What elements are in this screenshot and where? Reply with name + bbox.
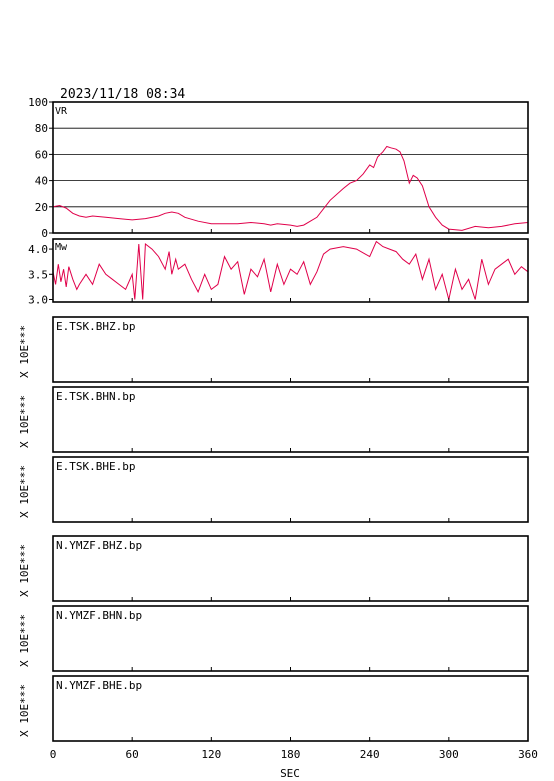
station-label: N.YMZF.BHE.bp bbox=[56, 679, 142, 692]
station-label: N.YMZF.BHZ.bp bbox=[56, 539, 142, 552]
vr-y-tick-label: 60 bbox=[35, 148, 48, 161]
x-tick-label: 120 bbox=[201, 748, 221, 761]
station-label: E.TSK.BHE.bp bbox=[56, 460, 135, 473]
wave-panel-3: E.TSK.BHE.bp X 10E*** bbox=[18, 456, 529, 523]
x-tick-label: 180 bbox=[281, 748, 301, 761]
wave-panel-1: E.TSK.BHZ.bp X 10E*** bbox=[18, 316, 529, 383]
scale-label: X 10E*** bbox=[18, 544, 31, 597]
mw-series-line bbox=[52, 240, 529, 300]
mw-y-tick-label: 3.5 bbox=[28, 268, 48, 281]
vr-y-tick-label: 0 bbox=[41, 227, 48, 240]
vr-title: VR bbox=[55, 106, 68, 117]
scale-label: X 10E*** bbox=[18, 614, 31, 667]
vr-frame bbox=[52, 101, 529, 234]
wave-panel-4: N.YMZF.BHZ.bp X 10E*** bbox=[18, 535, 529, 602]
x-axis-label: SEC bbox=[280, 767, 300, 780]
scale-label: X 10E*** bbox=[18, 325, 31, 378]
wave-panel-6: N.YMZF.BHE.bp X 10E*** bbox=[18, 675, 529, 742]
vr-series-line bbox=[52, 145, 529, 231]
x-tick-label: 0 bbox=[50, 748, 57, 761]
wave-panel-2: E.TSK.BHN.bp X 10E*** bbox=[18, 386, 529, 453]
x-tick-label: 60 bbox=[126, 748, 139, 761]
vr-y-tick-label: 80 bbox=[35, 122, 48, 135]
mw-y-tick-label: 4.0 bbox=[28, 243, 48, 256]
vr-y-tick-label: 40 bbox=[35, 175, 48, 188]
station-label: E.TSK.BHZ.bp bbox=[56, 320, 135, 333]
vr-y-tick-label: 100 bbox=[28, 96, 48, 109]
vr-gridlines bbox=[53, 101, 528, 234]
mw-frame bbox=[52, 238, 529, 303]
x-tick-label: 240 bbox=[360, 748, 380, 761]
x-tick-label: 360 bbox=[518, 748, 538, 761]
vr-y-tick-label: 20 bbox=[35, 201, 48, 214]
mw-y-tick-label: 3.0 bbox=[28, 293, 48, 306]
x-axis: 0 60 120 180 240 300 360 bbox=[50, 229, 538, 761]
scale-label: X 10E*** bbox=[18, 684, 31, 737]
scale-label: X 10E*** bbox=[18, 465, 31, 518]
x-tick-label: 300 bbox=[439, 748, 459, 761]
mw-y-tick-labels: 3.0 3.5 4.0 bbox=[28, 243, 53, 306]
scale-label: X 10E*** bbox=[18, 395, 31, 448]
wave-panel-5: N.YMZF.BHN.bp X 10E*** bbox=[18, 605, 529, 672]
station-label: E.TSK.BHN.bp bbox=[56, 390, 135, 403]
mw-panel: Mw 3.0 3.5 4.0 bbox=[28, 238, 529, 306]
station-label: N.YMZF.BHN.bp bbox=[56, 609, 142, 622]
mw-title: Mw bbox=[55, 242, 68, 253]
header-timestamp: 2023/11/18 08:34 bbox=[60, 87, 185, 102]
vr-y-tick-labels: 0 20 40 60 80 100 bbox=[28, 96, 53, 240]
vr-panel: VR 0 20 40 60 80 100 bbox=[28, 96, 529, 240]
